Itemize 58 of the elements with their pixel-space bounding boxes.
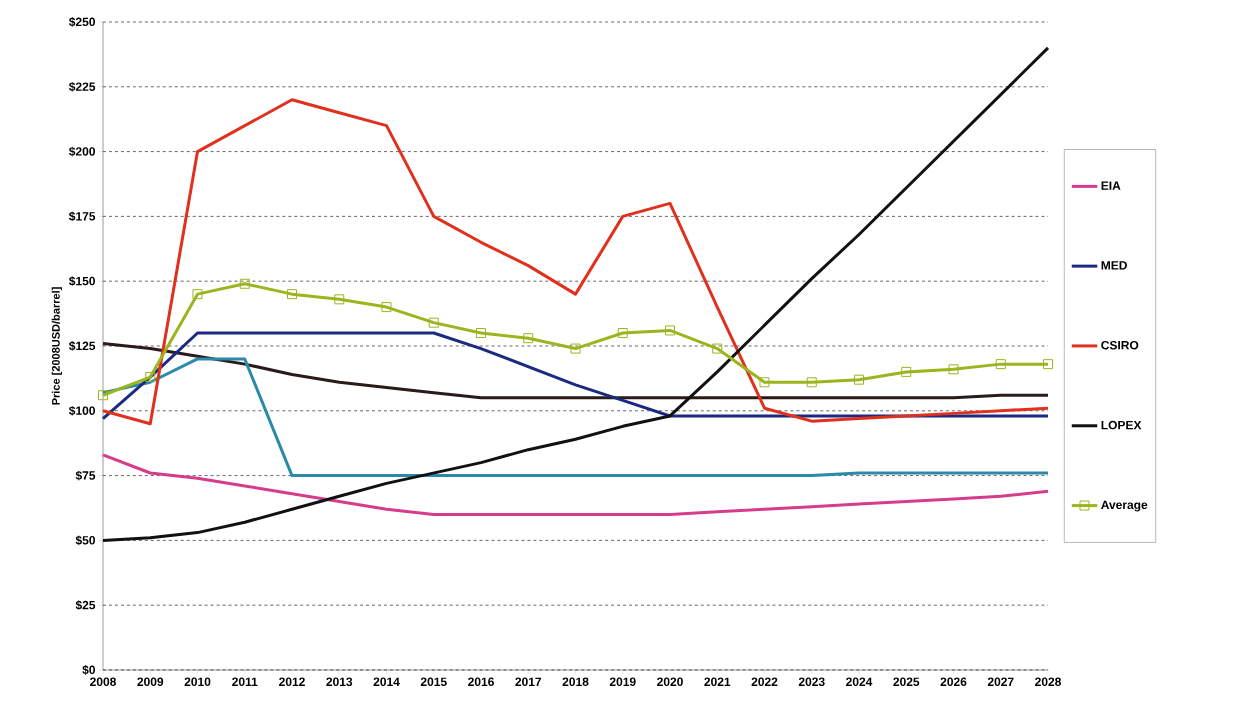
legend-label: CSIRO <box>1101 340 1139 350</box>
y-tick-label: $150 <box>68 276 95 287</box>
x-tick-label: 2022 <box>751 677 778 687</box>
x-tick-label: 2017 <box>515 677 542 687</box>
point <box>1043 359 1054 370</box>
point <box>995 359 1006 370</box>
point <box>617 328 628 339</box>
x-tick-label: 2013 <box>326 677 353 687</box>
point <box>759 377 770 388</box>
y-tick-label: $100 <box>68 405 95 416</box>
legend-label: MED <box>1101 261 1127 270</box>
x-tick-label: 2026 <box>940 677 967 687</box>
point <box>381 302 392 313</box>
point <box>98 390 109 401</box>
x-tick-label: 2023 <box>798 677 825 687</box>
y-axis-title: Price [2008USD/barrel] <box>51 287 62 405</box>
x-tick-label: 2024 <box>846 677 873 687</box>
legend-label: Average <box>1101 500 1148 512</box>
point <box>665 325 676 336</box>
x-tick-label: 2019 <box>609 677 636 687</box>
point <box>806 377 817 388</box>
point <box>239 278 250 289</box>
x-tick-label: 2021 <box>704 677 731 687</box>
y-tick-label: $75 <box>75 470 96 481</box>
point <box>287 289 298 300</box>
x-tick-label: 2015 <box>420 677 447 687</box>
y-tick-label: $50 <box>75 535 95 546</box>
point <box>854 374 865 385</box>
y-tick-label: $125 <box>68 341 96 351</box>
x-tick-label: 2012 <box>279 677 305 687</box>
point <box>145 372 156 383</box>
legend-label: EIA <box>1101 181 1121 190</box>
point <box>570 343 581 354</box>
point <box>523 333 534 344</box>
y-tick-label: $250 <box>68 17 95 27</box>
point <box>192 289 203 300</box>
x-tick-label: 2011 <box>232 677 258 687</box>
x-tick-label: 2027 <box>987 677 1014 687</box>
y-tick-label: $200 <box>68 146 95 157</box>
point <box>901 366 912 377</box>
y-tick-label: $225 <box>68 81 96 92</box>
x-tick-label: 2016 <box>468 677 494 687</box>
point <box>948 364 959 375</box>
point <box>428 317 439 328</box>
x-tick-label: 2010 <box>184 677 211 687</box>
x-tick-label: 2014 <box>373 677 400 687</box>
x-tick-label: 2009 <box>137 677 164 687</box>
y-tick-label: $0 <box>82 665 95 675</box>
point <box>712 343 723 354</box>
point <box>334 294 345 305</box>
y-tick-label: $25 <box>75 600 96 611</box>
x-tick-label: 2020 <box>657 677 683 687</box>
x-tick-label: 2018 <box>562 677 589 687</box>
x-tick-label: 2025 <box>893 677 920 687</box>
x-tick-label: 2008 <box>90 677 116 687</box>
x-tick-label: 2028 <box>1035 677 1061 687</box>
legend-label: LOPEX <box>1101 420 1142 430</box>
y-tick-label: $175 <box>68 211 96 222</box>
